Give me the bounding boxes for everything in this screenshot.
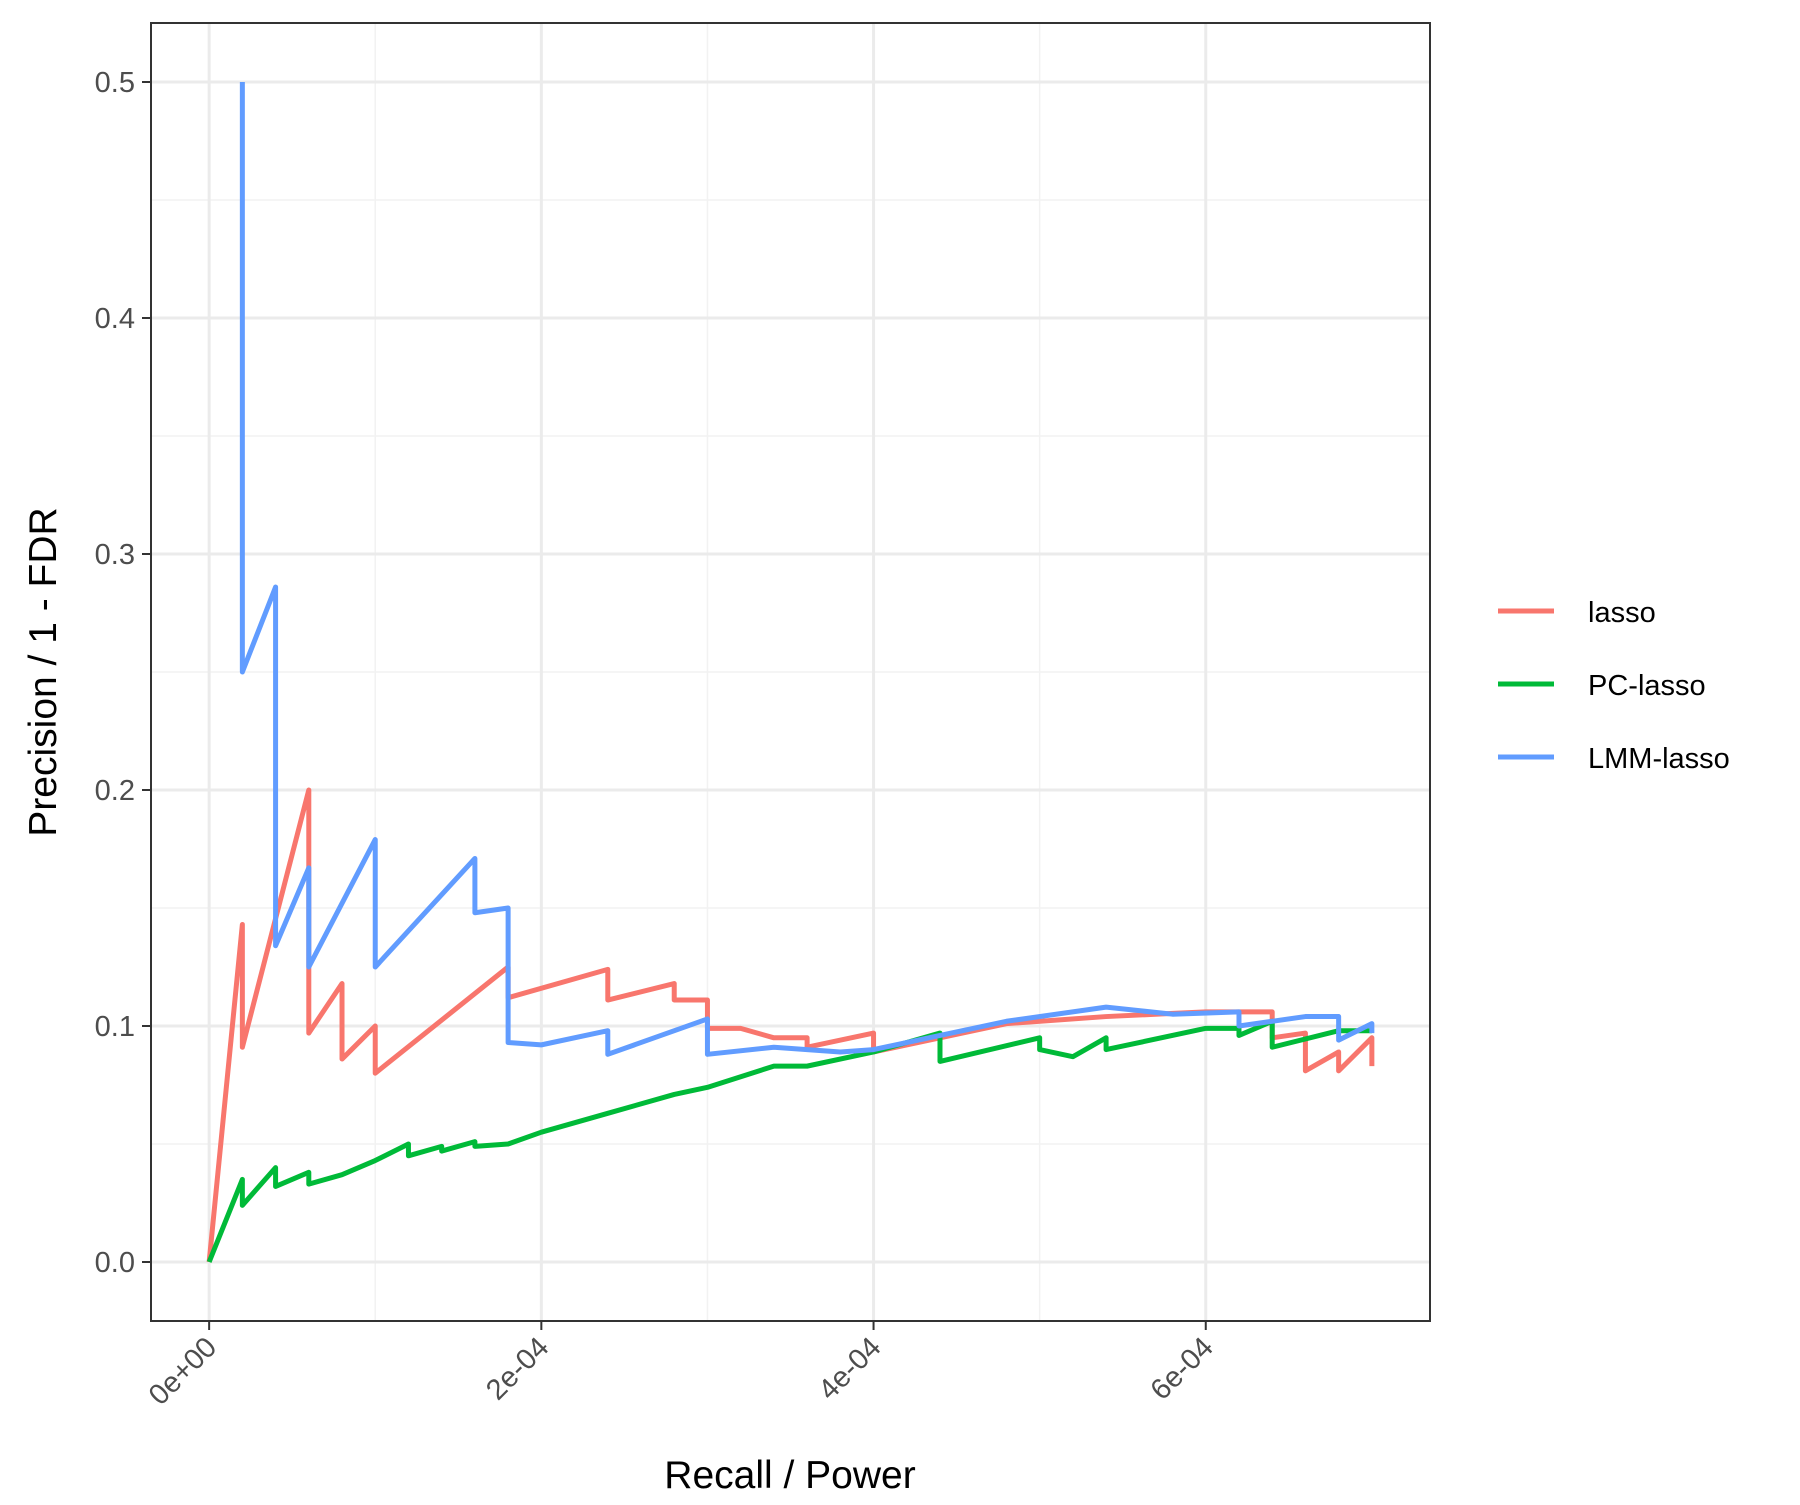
- y-tick-label: 0.1: [95, 1011, 135, 1043]
- major-gridlines: [151, 23, 1430, 1321]
- series-line-lasso: [206, 787, 1375, 1263]
- y-tick-label: 0.3: [95, 539, 135, 571]
- y-axis-title: Precision / 1 - FDR: [22, 507, 65, 836]
- plot-panel-border: [150, 22, 1431, 1322]
- y-tick-label: 0.0: [95, 1247, 135, 1279]
- legend-item-lasso: lasso: [1498, 597, 1656, 629]
- legend-item-lmm-lasso: LMM-lasso: [1498, 743, 1730, 775]
- y-tick-label: 0.5: [95, 67, 135, 99]
- series-line-pc-lasso: [206, 1018, 1372, 1263]
- series-line-lmm-lasso: [239, 82, 1375, 1057]
- legend-label: lasso: [1588, 597, 1656, 629]
- minor-gridlines: [151, 23, 1430, 1321]
- y-tick-label: 0.2: [95, 775, 135, 807]
- legend-label: LMM-lasso: [1588, 743, 1730, 775]
- x-tick-label: 2e-04: [480, 1331, 555, 1406]
- legend-label: PC-lasso: [1588, 670, 1706, 702]
- x-axis-title: Recall / Power: [664, 1454, 915, 1497]
- series-lines: [206, 82, 1375, 1263]
- x-tick-label: 0e+00: [143, 1331, 223, 1411]
- x-axis: 0e+00 2e-04 4e-04 6e-04: [143, 1321, 1220, 1412]
- legend-item-pc-lasso: PC-lasso: [1498, 670, 1706, 702]
- x-tick-label: 4e-04: [812, 1331, 887, 1406]
- legend: lasso PC-lasso LMM-lasso: [1498, 597, 1730, 775]
- x-tick-label: 6e-04: [1145, 1331, 1220, 1406]
- y-tick-label: 0.4: [95, 303, 135, 335]
- y-axis: 0.0 0.1 0.2 0.3 0.4 0.5: [95, 67, 151, 1279]
